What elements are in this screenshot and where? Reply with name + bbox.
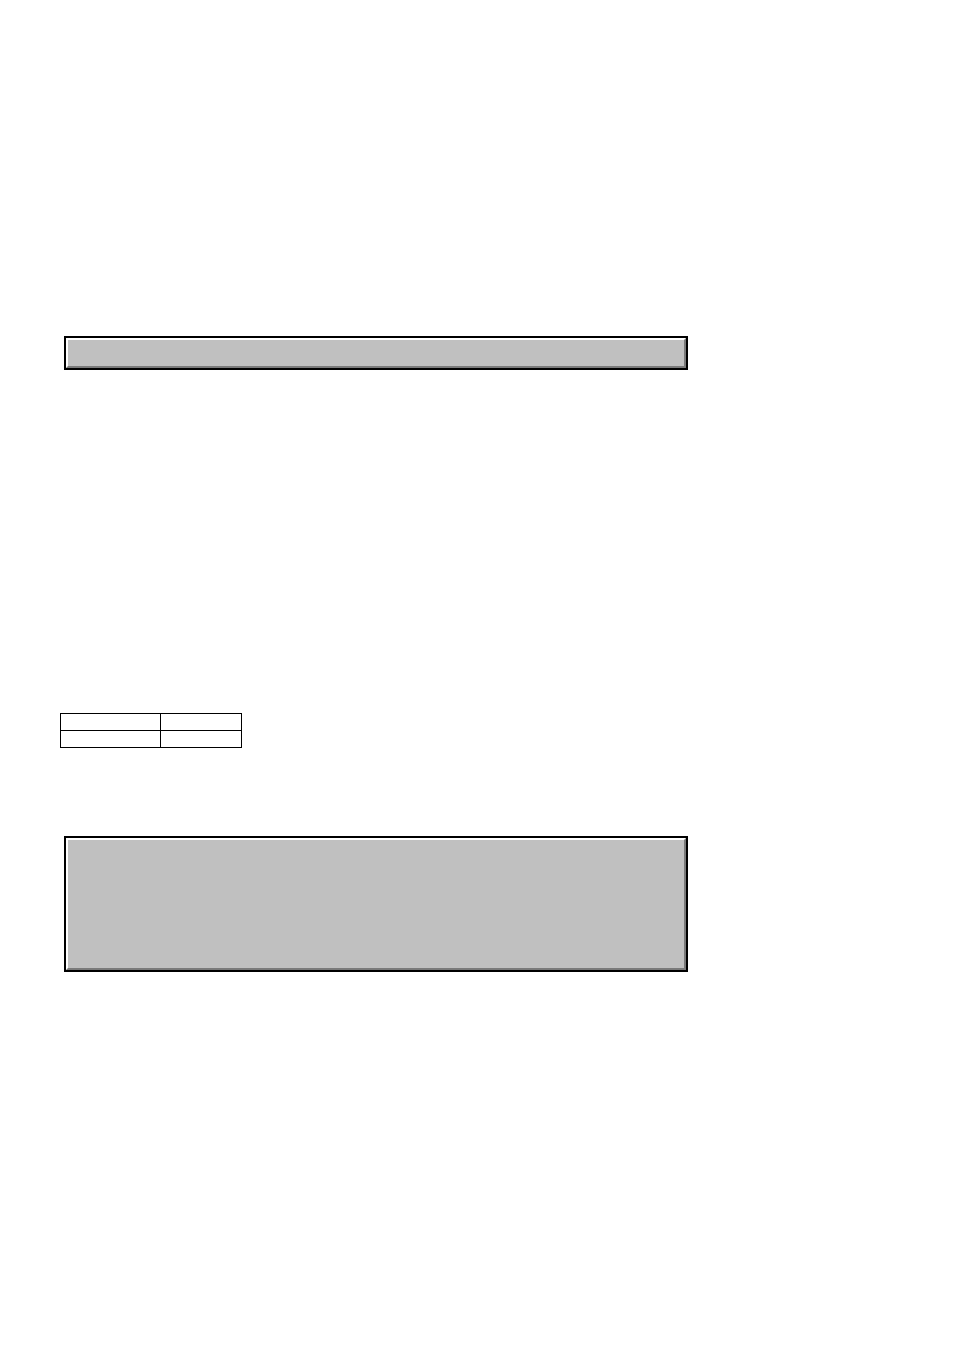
table-cell — [161, 714, 242, 731]
table-row — [61, 731, 242, 748]
table-cell — [61, 731, 161, 748]
code-box — [66, 838, 686, 970]
header-box — [66, 338, 686, 368]
table-cell — [161, 731, 242, 748]
page — [0, 0, 954, 1350]
table-cell — [61, 714, 161, 731]
tiny-table — [60, 713, 242, 748]
table-row — [61, 714, 242, 731]
